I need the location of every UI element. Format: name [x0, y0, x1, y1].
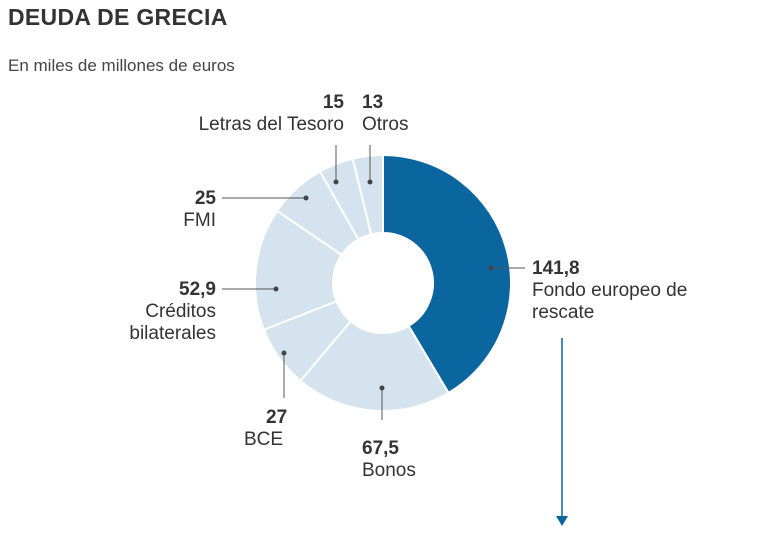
slice-otros — [351, 153, 384, 236]
chart-subtitle: En miles de millones de euros — [8, 56, 235, 75]
name: BCE — [244, 429, 284, 450]
leader-lines — [222, 145, 563, 518]
value: 15 — [322, 92, 344, 113]
slice-bonos — [298, 319, 450, 412]
chart-title: DEUDA DE GRECIA — [8, 4, 228, 30]
name: Letras del Tesoro — [198, 114, 344, 135]
label-fmi: 25 FMI — [140, 188, 216, 232]
value: 67,5 — [362, 438, 399, 459]
slice-fondo-europeo-de-rescate — [382, 153, 512, 395]
name: FMI — [183, 210, 216, 231]
label-bce: 27 BCE — [244, 407, 287, 451]
value: 141,8 — [532, 258, 580, 279]
value: 52,9 — [179, 279, 216, 300]
leader-dots — [273, 179, 494, 391]
label-fondo: 141,8 Fondo europeo de rescate — [532, 258, 702, 324]
arrow-down-icon — [556, 516, 568, 526]
name: Fondo europeo de rescate — [532, 280, 688, 323]
name: Otros — [362, 114, 409, 135]
label-letras: 15 Letras del Tesoro — [150, 92, 344, 136]
value: 13 — [362, 92, 384, 113]
name: Créditos bilaterales — [129, 301, 216, 344]
name: Bonos — [362, 460, 416, 481]
label-bonos: 67,5 Bonos — [362, 438, 416, 482]
value: 25 — [194, 188, 216, 209]
value: 27 — [266, 407, 288, 428]
label-otros: 13 Otros — [362, 92, 408, 136]
label-creditos: 52,9 Créditos bilaterales — [104, 279, 216, 345]
